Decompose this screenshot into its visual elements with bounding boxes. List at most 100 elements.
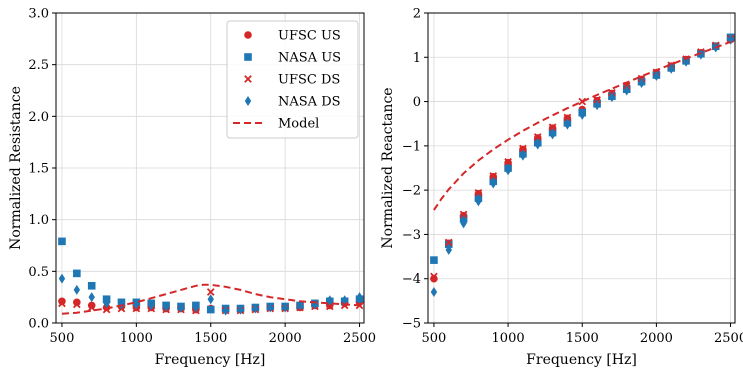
- y-tick-label: 1.0: [28, 213, 49, 228]
- x-tick-label: 500: [50, 331, 75, 346]
- point-ufsc-us: [73, 298, 81, 307]
- x-tick-label: 2500: [714, 331, 743, 346]
- point-nasa-ds: [593, 100, 601, 111]
- point-ufsc-ds: [430, 272, 438, 281]
- point-nasa-ds: [58, 273, 66, 284]
- legend-marker-ufsc-ds: [244, 75, 252, 83]
- point-ufsc-ds: [504, 157, 512, 166]
- point-nasa-us: [430, 256, 438, 264]
- point-nasa-ds: [88, 292, 95, 303]
- y-tick-label: 1: [413, 51, 421, 66]
- point-nasa-ds: [73, 284, 81, 295]
- y-tick-label: −4: [402, 272, 421, 287]
- legend-label: NASA US: [278, 51, 341, 66]
- point-nasa-ds: [281, 302, 289, 313]
- point-nasa-ds: [653, 70, 660, 81]
- point-nasa-ds: [638, 77, 645, 88]
- point-nasa-ds: [162, 301, 170, 312]
- model-line: [433, 40, 731, 211]
- point-nasa-ds: [341, 295, 348, 306]
- point-ufsc-ds: [87, 303, 96, 312]
- point-nasa-ds: [222, 305, 229, 316]
- legend-item: UFSC US: [244, 29, 341, 44]
- point-ufsc-ds: [533, 133, 542, 141]
- legend-label: UFSC DS: [278, 73, 340, 88]
- point-ufsc-us: [430, 274, 438, 283]
- y-tick-label: −2: [402, 184, 421, 199]
- point-nasa-ds: [445, 244, 452, 255]
- model-line: [61, 283, 360, 315]
- point-nasa-ds: [296, 300, 304, 311]
- legend-box: [226, 20, 359, 139]
- legend-item: Model: [233, 117, 319, 132]
- x-tick-label: 2000: [640, 331, 673, 346]
- point-ufsc-ds: [444, 238, 453, 247]
- legend-item: UFSC DS: [244, 73, 340, 88]
- point-nasa-ds: [727, 34, 734, 45]
- point-nasa-us: [58, 237, 66, 246]
- point-nasa-us: [73, 269, 81, 278]
- chart-1: 500 1000 1500 2000 2500 0.0 0.5 1.0 1.5 2.0 2.5 3.0…: [8, 7, 376, 369]
- legend-marker-nasa-ds: [244, 96, 252, 106]
- point-nasa-ds: [534, 139, 541, 150]
- point-nasa-ds: [623, 85, 630, 96]
- x-tick-label: 1500: [566, 331, 599, 346]
- x-tick-label: 1500: [194, 331, 227, 346]
- point-nasa-ds: [207, 294, 214, 305]
- point-nasa-ds: [252, 303, 259, 314]
- x-tick-label: 2000: [269, 331, 302, 346]
- y-axis-label: Normalized Resistance: [8, 86, 24, 250]
- legend-label: UFSC US: [278, 29, 341, 44]
- point-ufsc-us: [87, 301, 96, 310]
- point-ufsc-ds: [474, 188, 483, 197]
- legend-label: NASA DS: [278, 95, 341, 110]
- y-tick-label: −5: [402, 317, 421, 332]
- legend-marker-ufsc-us: [244, 31, 252, 39]
- point-ufsc-ds: [578, 97, 587, 106]
- x-axis-label: Frequency [Hz]: [526, 352, 637, 368]
- point-nasa-ds: [475, 196, 482, 207]
- point-nasa-ds: [579, 109, 586, 120]
- point-ufsc-ds: [593, 95, 601, 104]
- point-ufsc-ds: [340, 301, 349, 310]
- point-ufsc-ds: [548, 123, 557, 132]
- point-nasa-ds: [490, 178, 497, 189]
- plot-data: [430, 33, 735, 297]
- point-nasa-us: [87, 282, 96, 290]
- point-nasa-ds: [267, 302, 274, 313]
- legend-item: NASA US: [244, 51, 341, 66]
- legend: UFSC US NASA US UFSC DS NASA DS Model: [226, 20, 359, 139]
- point-ufsc-us: [58, 297, 66, 306]
- point-ufsc-ds: [58, 299, 66, 308]
- y-tick-label: 0.0: [28, 317, 49, 332]
- point-ufsc-ds: [563, 113, 572, 122]
- y-tick-label: −1: [402, 139, 421, 154]
- point-ufsc-ds: [325, 302, 334, 311]
- y-tick-label: 0.5: [28, 265, 49, 280]
- point-nasa-ds: [697, 49, 705, 60]
- chart-2: 500 1000 1500 2000 2500 −5 −4 −3 −2 −1 0 1 2 Frequenc…: [380, 7, 743, 369]
- y-tick-label: 2.5: [28, 58, 49, 73]
- point-nasa-ds: [460, 218, 467, 229]
- legend-label: Model: [278, 117, 319, 132]
- legend-item: NASA DS: [244, 95, 341, 110]
- point-nasa-ds: [103, 298, 110, 309]
- x-tick-label: 500: [422, 331, 447, 346]
- point-nasa-ds: [608, 92, 616, 103]
- axes-frame: [427, 12, 736, 324]
- point-ufsc-ds: [206, 288, 215, 296]
- y-tick-label: 2: [413, 7, 421, 22]
- point-ufsc-ds: [72, 300, 81, 309]
- point-ufsc-ds: [355, 301, 364, 310]
- point-nasa-ds: [668, 63, 675, 74]
- point-nasa-ds: [148, 300, 155, 311]
- y-tick-label: 0: [413, 95, 421, 110]
- point-ufsc-ds: [459, 210, 468, 219]
- y-tick-label: 3.0: [28, 7, 49, 22]
- point-nasa-ds: [519, 150, 527, 161]
- point-nasa-ds: [133, 299, 140, 310]
- point-nasa-ds: [177, 302, 185, 313]
- plot-data: [58, 237, 364, 316]
- point-nasa-ds: [564, 119, 571, 130]
